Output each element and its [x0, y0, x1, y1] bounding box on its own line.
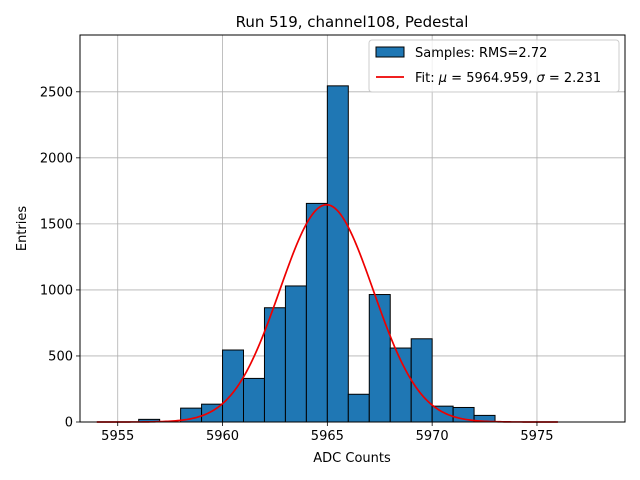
legend: Samples: RMS=2.72 Fit: μ = 5964.959, σ =… — [368, 39, 620, 93]
y-axis-ticks: 0 500 1000 1500 2000 2500 — [40, 85, 80, 431]
x-axis-label: ADC Counts — [313, 451, 391, 466]
x-tick-label: 5975 — [520, 429, 553, 444]
plot-frame — [79, 34, 626, 423]
histogram-bar — [368, 294, 391, 423]
gaussian-fit-curve — [96, 203, 558, 423]
histogram-bar — [347, 393, 370, 423]
chart-title: Run 519, channel108, Pedestal — [236, 13, 469, 31]
y-tick-label: 500 — [48, 349, 73, 364]
histogram-bars — [138, 85, 496, 423]
legend-fit-sigma-value: = 2.231 — [545, 71, 601, 86]
histogram-bar — [326, 85, 349, 423]
legend-swatch-samples — [375, 46, 405, 58]
histogram-bar — [305, 202, 328, 423]
x-tick-label: 5965 — [311, 429, 344, 444]
histogram-bar — [243, 377, 265, 423]
fit-curve-group — [96, 203, 558, 423]
histogram-bar — [410, 338, 433, 423]
x-axis-ticks: 5955 5960 5965 5970 5975 — [101, 422, 554, 444]
y-tick-label: 2500 — [40, 85, 73, 100]
y-tick-label: 0 — [65, 416, 73, 431]
legend-fit-mu-value: = 5964.959, — [447, 71, 536, 86]
legend-fit-prefix: Fit: — [415, 71, 439, 86]
y-tick-label: 1500 — [40, 217, 73, 232]
x-tick-label: 5955 — [101, 429, 134, 444]
legend-fit-mu-symbol: μ — [438, 71, 447, 86]
legend-label-fit: Fit: μ = 5964.959, σ = 2.231 — [415, 71, 601, 86]
legend-fit-sigma-symbol: σ — [537, 71, 546, 86]
y-tick-label: 1000 — [40, 283, 73, 298]
y-axis-label: Entries — [15, 206, 30, 252]
x-tick-label: 5970 — [416, 429, 449, 444]
legend-label-samples: Samples: RMS=2.72 — [415, 46, 547, 61]
histogram-bar — [284, 285, 307, 423]
legend-box — [368, 39, 620, 93]
histogram-bar — [222, 349, 245, 423]
x-tick-label: 5960 — [206, 429, 239, 444]
y-tick-label: 2000 — [40, 151, 73, 166]
